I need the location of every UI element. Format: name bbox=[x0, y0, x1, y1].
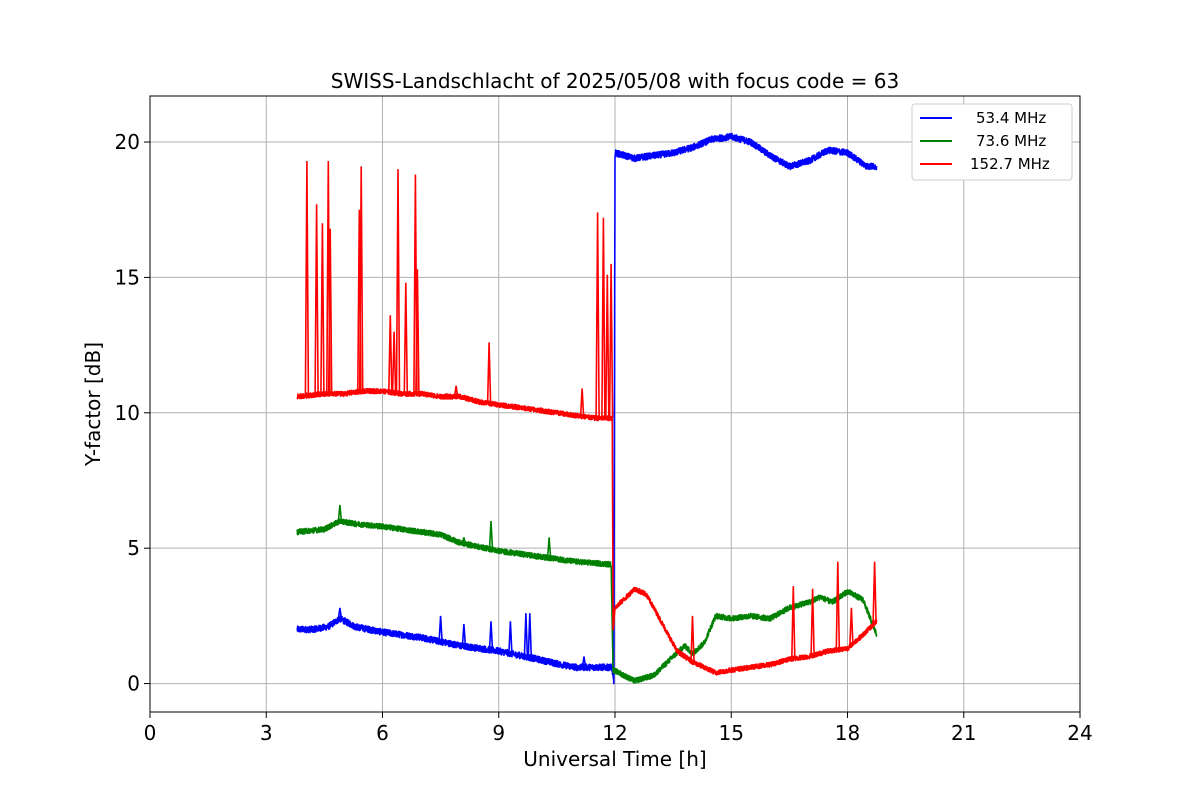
series-spike-1 bbox=[337, 504, 343, 522]
x-tick-label: 3 bbox=[260, 721, 273, 745]
y-axis-label: Y-factor [dB] bbox=[81, 342, 105, 467]
series-spike-1 bbox=[461, 537, 467, 544]
series-spike-2 bbox=[690, 615, 695, 662]
series-spike-2 bbox=[314, 204, 319, 395]
series-line-1 bbox=[296, 517, 878, 684]
x-tick-label: 6 bbox=[376, 721, 389, 745]
x-tick-label: 15 bbox=[719, 721, 744, 745]
series-spike-0 bbox=[337, 607, 343, 619]
series-spike-0 bbox=[527, 613, 533, 658]
series-spike-2 bbox=[395, 169, 401, 394]
legend-box bbox=[911, 103, 1073, 181]
series-spike-2 bbox=[358, 166, 364, 392]
series-line-0 bbox=[296, 132, 878, 685]
series-spike-2 bbox=[320, 223, 325, 395]
series-spike-2 bbox=[453, 385, 459, 397]
legend-label-53-4: 53.4 MHz bbox=[976, 109, 1046, 127]
x-tick-label: 0 bbox=[144, 721, 157, 745]
series-spike-2 bbox=[391, 331, 397, 393]
series-spike-2 bbox=[849, 607, 854, 646]
y-tick-label: 20 bbox=[115, 130, 140, 154]
series-spike-2 bbox=[601, 217, 606, 419]
x-tick-label: 21 bbox=[951, 721, 976, 745]
x-tick-label: 12 bbox=[602, 721, 627, 745]
series-layer bbox=[296, 132, 878, 685]
series-spike-2 bbox=[304, 160, 310, 396]
series-spike-2 bbox=[605, 274, 610, 419]
legend-label-152-7: 152.7 MHz bbox=[970, 155, 1050, 173]
x-tick-label: 18 bbox=[835, 721, 860, 745]
series-spike-2 bbox=[791, 586, 796, 659]
x-axis-label: Universal Time [h] bbox=[523, 747, 706, 771]
series-spike-2 bbox=[388, 315, 393, 393]
series-spike-2 bbox=[486, 342, 492, 404]
y-tick-label: 5 bbox=[127, 536, 140, 560]
series-spike-0 bbox=[438, 615, 443, 642]
x-tick-label: 24 bbox=[1067, 721, 1092, 745]
series-spike-2 bbox=[595, 212, 600, 419]
series-spike-0 bbox=[461, 623, 467, 647]
y-tick-label: 0 bbox=[127, 672, 140, 696]
legend: 53.4 MHz 73.6 MHz 152.7 MHz bbox=[911, 103, 1073, 181]
series-spike-0 bbox=[523, 613, 529, 657]
series-spike-2 bbox=[415, 269, 420, 394]
series-spike-2 bbox=[579, 388, 585, 417]
series-spike-2 bbox=[810, 588, 815, 656]
y-axis: 0 5 10 15 20 bbox=[115, 130, 150, 696]
series-spike-2 bbox=[327, 228, 333, 394]
series-spike-1 bbox=[488, 521, 494, 550]
series-spike-0 bbox=[508, 621, 513, 654]
series-spike-2 bbox=[835, 561, 841, 650]
x-tick-label: 9 bbox=[492, 721, 505, 745]
series-spike-0 bbox=[488, 621, 494, 651]
series-spike-2 bbox=[872, 561, 877, 624]
series-spike-2 bbox=[403, 282, 409, 394]
series-line-2 bbox=[296, 387, 878, 676]
series-spike-1 bbox=[546, 537, 552, 558]
x-axis: 0 3 6 9 12 15 18 21 24 bbox=[144, 712, 1093, 745]
series-spike-2 bbox=[608, 263, 614, 419]
y-tick-label: 10 bbox=[115, 401, 140, 425]
legend-label-73-6: 73.6 MHz bbox=[976, 132, 1046, 150]
y-tick-label: 15 bbox=[115, 265, 140, 289]
chart-title: SWISS-Landschlacht of 2025/05/08 with fo… bbox=[331, 69, 899, 93]
series-spike-0 bbox=[581, 656, 587, 668]
